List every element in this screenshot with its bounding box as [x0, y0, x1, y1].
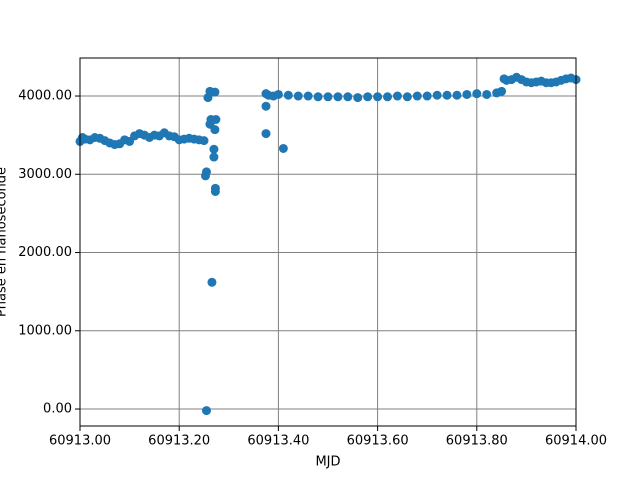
data-point [402, 92, 412, 102]
y-tick-label: 4000.00 [18, 89, 72, 104]
data-point [472, 89, 482, 99]
data-point [210, 125, 220, 135]
data-point [293, 91, 303, 101]
data-point [283, 90, 293, 100]
data-point [373, 92, 383, 102]
data-point [207, 277, 217, 287]
data-point [210, 186, 220, 196]
data-point [353, 93, 363, 103]
x-tick-label: 60913.40 [247, 434, 309, 449]
data-point [278, 143, 288, 153]
data-point [303, 91, 313, 101]
data-point [209, 144, 219, 154]
data-point [323, 92, 333, 102]
y-tick-label: 3000.00 [18, 167, 72, 182]
data-point [442, 90, 452, 100]
data-point [313, 92, 323, 102]
data-point [383, 92, 393, 102]
data-point [199, 136, 209, 146]
data-point [343, 92, 353, 102]
data-point [392, 91, 402, 101]
x-tick-label: 60913.80 [446, 434, 508, 449]
data-point [482, 89, 492, 99]
data-point [201, 406, 211, 416]
y-tick-label: 0.00 [43, 402, 72, 417]
data-point [209, 152, 219, 162]
data-point [412, 91, 422, 101]
y-tick-label: 2000.00 [18, 245, 72, 260]
x-tick-label: 60913.00 [49, 434, 111, 449]
data-point [333, 92, 343, 102]
data-point [211, 115, 221, 125]
data-point [261, 129, 271, 139]
x-tick-label: 60914.00 [545, 434, 607, 449]
plot-frame [79, 57, 577, 427]
y-tick-label: 1000.00 [18, 323, 72, 338]
data-point [210, 87, 220, 97]
x-tick-label: 60913.20 [148, 434, 210, 449]
data-point [497, 86, 507, 96]
data-point [462, 89, 472, 99]
y-axis-label: Phase en nanoseconde [0, 167, 10, 317]
x-axis-label: MJD [315, 455, 340, 470]
x-tick-label: 60913.60 [347, 434, 409, 449]
data-point [432, 90, 442, 100]
data-point [452, 90, 462, 100]
data-point [363, 92, 373, 102]
data-point [201, 167, 211, 177]
data-point [422, 91, 432, 101]
data-point [273, 89, 283, 99]
data-point [261, 101, 271, 111]
